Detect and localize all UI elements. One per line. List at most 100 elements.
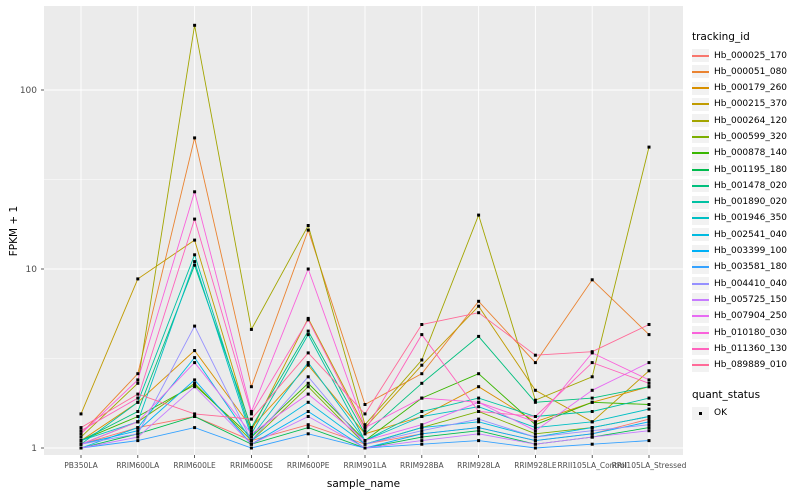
data-point-marker — [477, 372, 481, 376]
data-point-marker — [533, 415, 537, 418]
legend-key — [692, 163, 709, 177]
data-point-marker — [477, 400, 481, 404]
x-tick-label: RRIM901LA — [344, 461, 388, 470]
data-point-marker — [79, 439, 83, 443]
data-point-marker — [193, 381, 197, 385]
legend-item-label: Hb_003399_100 — [714, 246, 788, 257]
data-point-marker — [363, 423, 367, 427]
data-point-marker — [306, 224, 310, 227]
data-point-marker — [249, 435, 253, 439]
data-point-marker — [477, 417, 481, 421]
data-point-marker — [136, 392, 140, 396]
data-point-marker — [136, 372, 140, 376]
legend-key — [692, 114, 709, 128]
data-point-marker — [363, 439, 367, 443]
data-point-marker — [193, 383, 197, 387]
data-point-marker — [477, 429, 481, 433]
data-point-marker — [193, 190, 197, 194]
data-point-marker — [590, 350, 594, 354]
data-point-marker — [420, 426, 424, 430]
legend-key — [692, 81, 709, 95]
data-point-marker — [420, 396, 424, 400]
data-point-marker — [647, 415, 651, 418]
data-point-marker — [477, 426, 481, 430]
data-point-marker — [590, 410, 594, 413]
data-point-marker — [306, 432, 310, 436]
legend-key — [692, 293, 709, 307]
legend-item: Hb_000051_080 — [692, 65, 798, 79]
data-point-marker — [590, 426, 594, 430]
legend-item: Hb_000264_120 — [692, 114, 798, 128]
data-point-marker — [79, 446, 83, 450]
data-point-marker — [306, 267, 310, 271]
data-point-marker — [306, 400, 310, 404]
data-point-marker — [420, 415, 424, 418]
legend-item-label: Hb_000025_170 — [714, 50, 788, 61]
legend-item: Hb_005725_150 — [692, 293, 798, 307]
color-line-icon — [692, 135, 709, 138]
data-point-marker — [647, 361, 651, 365]
color-line-icon — [692, 233, 709, 236]
data-point-marker — [590, 420, 594, 424]
legend-item-label: Hb_005725_150 — [714, 294, 788, 305]
data-point-marker — [590, 432, 594, 436]
x-tick-label: RRII105LA_Control — [557, 461, 627, 470]
x-tick-label: RRIM928LA — [457, 461, 501, 470]
legend-item-label: Hb_003581_180 — [714, 262, 788, 273]
color-line-icon — [692, 201, 709, 204]
color-line-icon — [692, 152, 709, 155]
data-point-marker — [363, 442, 367, 446]
data-point-marker — [136, 426, 140, 430]
color-line-icon — [692, 282, 709, 285]
data-point-marker — [533, 426, 537, 430]
legend: tracking_id Hb_000025_170 Hb_000051_080 Hb… — [692, 31, 798, 423]
legend-key — [692, 146, 709, 160]
data-point-marker — [420, 333, 424, 337]
data-point-marker — [363, 432, 367, 436]
legend-item: Hb_011360_130 — [692, 342, 798, 356]
data-point-marker — [590, 361, 594, 365]
legend-item-ok: OK — [692, 406, 798, 420]
legend-item-label: Hb_010180_030 — [714, 327, 788, 338]
legend-item-label: Hb_089889_010 — [714, 360, 788, 371]
data-point-marker — [420, 432, 424, 436]
data-point-marker — [420, 358, 424, 362]
legend-item-label: Hb_004410_040 — [714, 278, 788, 289]
legend-item-label: OK — [714, 408, 727, 419]
data-point-marker — [647, 403, 651, 406]
legend-item-label: Hb_000264_120 — [714, 115, 788, 126]
data-point-marker — [136, 435, 140, 439]
data-point-marker — [533, 432, 537, 436]
data-point-marker — [533, 353, 537, 357]
x-tick-label: PB350LA — [64, 461, 98, 470]
legend-item: Hb_010180_030 — [692, 326, 798, 340]
legend-item-label: Hb_001195_180 — [714, 164, 788, 175]
data-point-marker — [647, 439, 651, 443]
data-point-marker — [363, 403, 367, 406]
y-tick-label: 100 — [20, 86, 37, 96]
data-point-marker — [249, 439, 253, 443]
data-point-marker — [590, 435, 594, 439]
data-point-marker — [79, 429, 83, 433]
data-point-marker — [193, 356, 197, 360]
data-point-marker — [136, 381, 140, 385]
data-point-marker — [477, 385, 481, 389]
data-point-marker — [306, 361, 310, 365]
data-point-marker — [193, 412, 197, 416]
x-tick-label: RRIM600SE — [230, 461, 273, 470]
data-point-marker — [420, 410, 424, 413]
legend-item-label: Hb_000051_080 — [714, 66, 788, 77]
color-line-icon — [692, 168, 709, 171]
data-point-marker — [193, 217, 197, 221]
x-tick-label: RRIM600LE — [173, 461, 216, 470]
legend-key — [692, 49, 709, 62]
data-point-marker — [420, 435, 424, 439]
data-point-marker — [136, 439, 140, 443]
legend-item-label: Hb_000179_260 — [714, 83, 788, 94]
data-point-marker — [477, 432, 481, 436]
x-tick-label: RRIM600PE — [287, 461, 330, 470]
data-point-marker — [420, 381, 424, 385]
plot-panel — [44, 6, 683, 455]
x-tick-label: RRIM600LA — [116, 461, 160, 470]
legend-item: Hb_001478_020 — [692, 179, 798, 193]
